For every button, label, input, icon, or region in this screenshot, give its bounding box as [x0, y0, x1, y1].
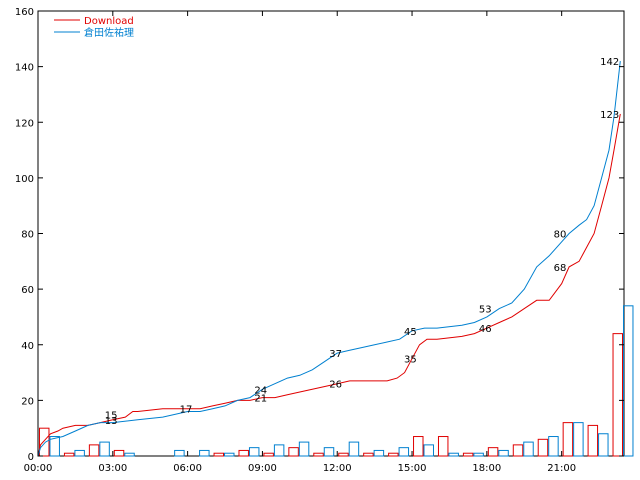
hourly-bar [398, 447, 410, 457]
hourly-bar [288, 447, 299, 457]
hourly-bar [423, 444, 434, 457]
value-annotation: 24 [254, 385, 267, 396]
hourly-bar [113, 449, 125, 457]
y-tick-label: 40 [21, 341, 34, 352]
x-tick-label: 18:00 [472, 463, 501, 474]
hourly-bar [38, 427, 50, 457]
hourly-bar [224, 452, 235, 457]
value-annotation: 53 [479, 305, 492, 316]
hourly-bar [373, 449, 385, 457]
x-axis: 00:00 03:00 06:00 09:00 12:00 15:00 18:00 21:00 [24, 11, 576, 474]
hourly-bar [49, 436, 60, 457]
hourly-bar [598, 433, 609, 457]
hourly-bar [323, 447, 335, 457]
hourly-bar [99, 441, 110, 457]
hourly-bar [74, 449, 85, 457]
hourly-bar [388, 452, 399, 457]
value-annotation: 123 [600, 110, 619, 121]
hourly-bar [238, 449, 249, 457]
hourly-bar [523, 441, 534, 457]
y-tick-label: 160 [15, 7, 34, 18]
value-annotation: 68 [554, 263, 567, 274]
hourly-bar [473, 452, 484, 457]
y-tick-label: 100 [15, 174, 34, 185]
legend-label: 倉田佐祐理 [84, 26, 134, 39]
hourly-bar [512, 444, 524, 457]
value-annotation: 46 [479, 324, 492, 335]
x-tick-label: 00:00 [24, 463, 53, 474]
x-tick-label: 21:00 [547, 463, 576, 474]
x-tick-label: 15:00 [398, 463, 427, 474]
hourly-bar [213, 452, 225, 457]
hourly-bar [298, 441, 310, 457]
value-annotation: 21 [254, 394, 267, 405]
hourly-bar [623, 305, 634, 457]
x-tick-label: 12:00 [323, 463, 352, 474]
hourly-bar [413, 436, 424, 457]
hourly-bar [263, 452, 274, 457]
hourly-bar [548, 436, 559, 457]
x-tick-label: 03:00 [98, 463, 127, 474]
series-line [37, 113, 621, 457]
y-tick-label: 80 [21, 230, 34, 241]
value-annotation: 37 [329, 349, 342, 360]
hourly-bar [199, 449, 210, 457]
hourly-bar [498, 449, 509, 457]
hourly-bar [248, 447, 260, 457]
hourly-bar [63, 452, 75, 457]
y-tick-label: 20 [21, 396, 34, 407]
value-annotation: 45 [404, 327, 417, 338]
hourly-bar [363, 452, 374, 457]
hourly-bar [487, 447, 499, 457]
x-tick-label: 06:00 [173, 463, 202, 474]
series-line [37, 61, 621, 457]
hourly-bar [448, 452, 459, 457]
y-tick-label: 140 [15, 63, 34, 74]
hourly-bar [537, 438, 549, 457]
value-annotation: 13 [105, 416, 118, 427]
value-annotation: 35 [404, 355, 417, 366]
hourly-bar [348, 441, 360, 457]
value-annotation: 15 [105, 410, 118, 421]
cumulative-lines [37, 61, 621, 457]
hourly-bar [562, 422, 574, 457]
hourly-bar [273, 444, 285, 457]
value-annotation: 80 [554, 230, 567, 241]
hourly-bar [437, 436, 449, 457]
x-tick-label: 09:00 [248, 463, 277, 474]
y-tick-label: 120 [15, 118, 34, 129]
hourly-bar [462, 452, 474, 457]
hourly-bar [338, 452, 349, 457]
y-tick-label: 60 [21, 285, 34, 296]
hourly-bar [573, 422, 584, 457]
y-tick-label: 0 [28, 452, 34, 463]
hourly-bar [174, 449, 185, 457]
hourly-bar [88, 444, 100, 457]
hourly-bar [313, 452, 324, 457]
value-annotation: 142 [600, 57, 619, 68]
hourly-bars [38, 305, 634, 457]
legend-label: Download [84, 16, 134, 27]
hourly-bar [612, 333, 624, 457]
hourly-bar [124, 452, 135, 457]
y-axis: 0 20 40 60 80 100 120 140 160 [15, 7, 624, 463]
value-annotation: 26 [329, 380, 342, 391]
value-annotation: 17 [180, 405, 193, 416]
hourly-bar [587, 424, 599, 457]
